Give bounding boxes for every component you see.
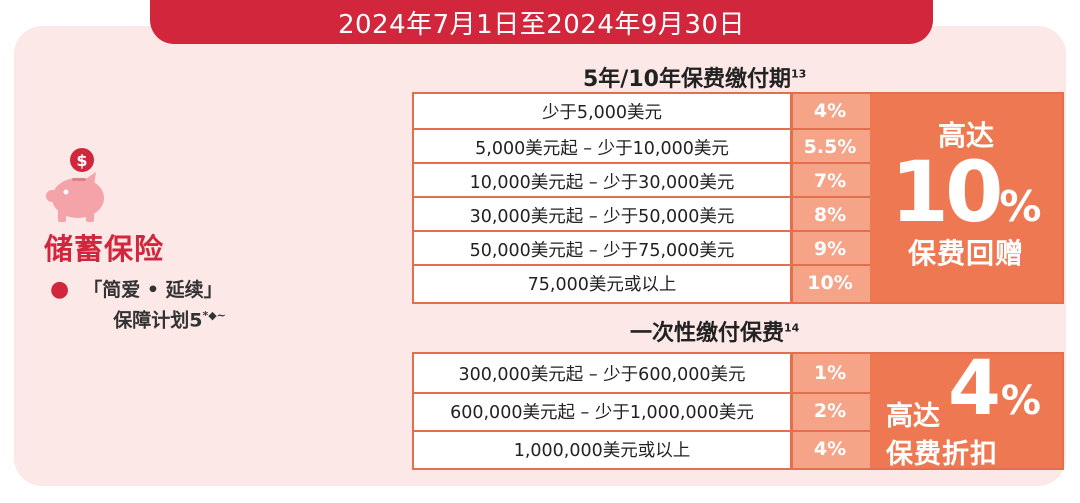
promo-label: 保费回赠 bbox=[907, 237, 1024, 270]
promo-percent: % bbox=[1000, 378, 1041, 424]
tier-label: 50,000美元起 – 少于75,000美元 bbox=[414, 232, 790, 266]
promo-label: 保费折扣 bbox=[886, 439, 998, 470]
row-divider bbox=[414, 392, 870, 394]
section-title-footnote: 13 bbox=[790, 67, 807, 81]
promo-badge-rebate: 高达 10% 保费回赠 bbox=[870, 94, 1062, 302]
rebate-table-regular-premium: 少于5,000美元 5,000美元起 – 少于10,000美元 10,000美元… bbox=[412, 92, 1064, 304]
promo-prefix: 高达 bbox=[937, 119, 994, 152]
piggy-bank-dollar-icon: $ bbox=[46, 148, 104, 222]
promo-percent: % bbox=[999, 182, 1042, 231]
section-title-text: 5年/10年保费缴付期 bbox=[583, 67, 791, 92]
section-title-single-premium: 一次性缴付保费14 bbox=[630, 315, 799, 347]
table-row: 30,000美元起 – 少于50,000美元 bbox=[414, 198, 790, 232]
column-divider bbox=[790, 354, 793, 468]
rate-value: 8% bbox=[813, 204, 847, 226]
row-divider bbox=[414, 196, 870, 198]
section-title-regular-premium: 5年/10年保费缴付期13 bbox=[583, 61, 806, 93]
promo-figure: 10% bbox=[870, 150, 1062, 234]
tier-label: 1,000,000美元或以上 bbox=[414, 432, 790, 466]
table-row: 300,000美元起 – 少于600,000美元 bbox=[414, 356, 790, 390]
row-divider bbox=[414, 264, 870, 266]
promo-figure: 4% bbox=[948, 348, 1041, 428]
table-row: 少于5,000美元 bbox=[414, 94, 790, 128]
tier-label: 600,000美元起 – 少于1,000,000美元 bbox=[414, 394, 790, 428]
row-divider bbox=[414, 162, 870, 164]
rate-value: 9% bbox=[813, 238, 847, 260]
plan-name-line2: 保障计划5 bbox=[113, 309, 203, 332]
discount-table-single-premium: 300,000美元起 – 少于600,000美元 600,000美元起 – 少于… bbox=[412, 348, 1064, 470]
plan-name-line1: 「简爱 • 延续」 bbox=[83, 279, 223, 301]
tier-label: 5,000美元起 – 少于10,000美元 bbox=[414, 130, 790, 164]
table-row: 600,000美元起 – 少于1,000,000美元 bbox=[414, 394, 790, 428]
promo-prefix: 高达 bbox=[886, 401, 940, 432]
tier-label: 30,000美元起 – 少于50,000美元 bbox=[414, 198, 790, 232]
table-row: 75,000美元或以上 bbox=[414, 266, 790, 300]
rate-value: 1% bbox=[813, 362, 847, 384]
rate-value: 4% bbox=[813, 438, 847, 460]
section-title-text: 一次性缴付保费 bbox=[630, 321, 785, 346]
rate-value: 7% bbox=[813, 170, 847, 192]
plan-name-line2-wrap: 保障计划5*◆~ bbox=[83, 303, 226, 333]
section-title-footnote: 14 bbox=[784, 321, 800, 335]
rate-column bbox=[790, 354, 870, 468]
plan-footnote-symbols: *◆~ bbox=[202, 309, 226, 322]
plan-name-block: ● 「简爱 • 延续」 保障计划5*◆~ bbox=[50, 277, 226, 333]
row-divider bbox=[414, 230, 870, 232]
table-row: 50,000美元起 – 少于75,000美元 bbox=[414, 232, 790, 266]
plan-name: 「简爱 • 延续」 保障计划5*◆~ bbox=[83, 278, 226, 333]
date-banner: 2024年7月1日至2024年9月30日 bbox=[150, 0, 933, 44]
rate-value: 4% bbox=[813, 100, 847, 122]
tier-label: 少于5,000美元 bbox=[414, 94, 790, 128]
table-row: 5,000美元起 – 少于10,000美元 bbox=[414, 130, 790, 164]
date-range-text: 2024年7月1日至2024年9月30日 bbox=[337, 9, 746, 40]
rate-value: 10% bbox=[807, 272, 853, 294]
tier-label: 75,000美元或以上 bbox=[414, 266, 790, 300]
row-divider bbox=[414, 128, 870, 130]
rate-value: 2% bbox=[813, 400, 847, 422]
promo-number: 4 bbox=[948, 343, 1001, 432]
table-row: 1,000,000美元或以上 bbox=[414, 432, 790, 466]
promo-badge-discount: 高达 4% 保费折扣 bbox=[870, 348, 1062, 470]
row-divider bbox=[414, 430, 870, 432]
column-divider bbox=[790, 94, 793, 302]
promo-number: 10 bbox=[890, 143, 1004, 241]
rate-value: 5.5% bbox=[803, 136, 857, 158]
table-row: 10,000美元起 – 少于30,000美元 bbox=[414, 164, 790, 198]
product-category-title: 储蓄保险 bbox=[44, 232, 165, 266]
tier-label: 10,000美元起 – 少于30,000美元 bbox=[414, 164, 790, 198]
tier-label: 300,000美元起 – 少于600,000美元 bbox=[414, 356, 790, 390]
bullet-dot: ● bbox=[50, 277, 70, 302]
svg-text:$: $ bbox=[76, 151, 87, 170]
